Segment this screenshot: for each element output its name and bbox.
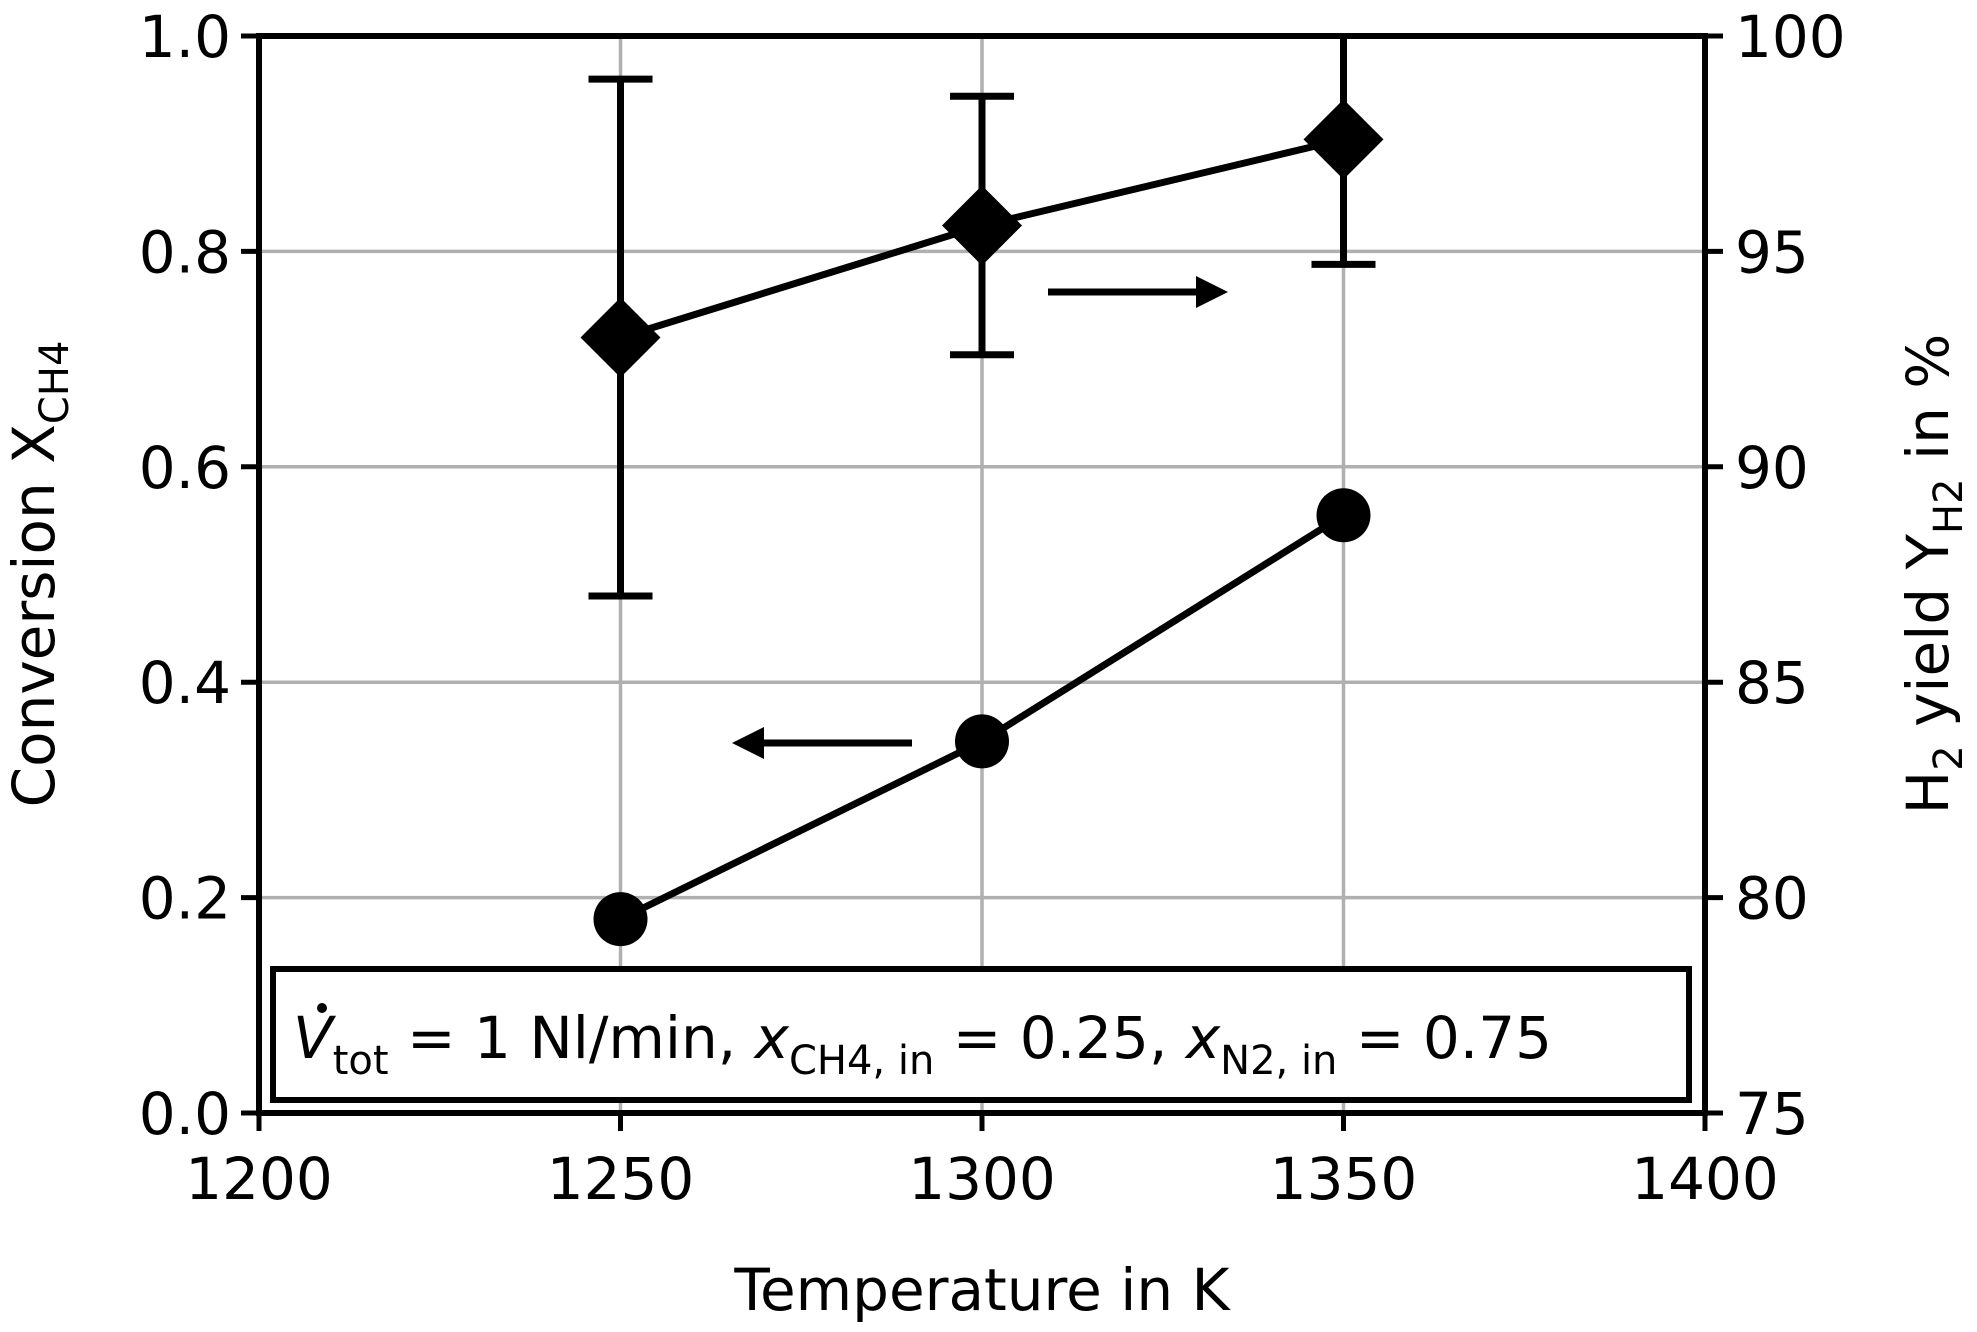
conditions-text: Vtot = 1 Nl/min, xCH4, in = 0.25, xN2, i… xyxy=(293,1004,1552,1084)
axis-ticks: 1200 1250 1300 1350 1400 0.0 0.2 0.4 0.6 0.8 1.0 75… xyxy=(139,3,1846,1213)
data-point xyxy=(955,714,1009,769)
data-point xyxy=(1316,488,1371,543)
y-right-tick-label: 85 xyxy=(1735,649,1809,717)
data-point xyxy=(580,297,661,378)
y-left-tick-label: 0.0 xyxy=(139,1080,231,1148)
y-right-tick-label: 100 xyxy=(1735,3,1846,71)
vdot-symbol: V xyxy=(293,1004,337,1072)
x-tick-label: 1200 xyxy=(185,1145,333,1213)
series-layer xyxy=(580,36,1384,947)
right-axis-arrow xyxy=(1048,276,1228,308)
left-axis-arrow xyxy=(732,727,912,759)
x-tick-label: 1300 xyxy=(908,1145,1056,1213)
circle-series xyxy=(593,488,1371,947)
x-axis-label: Temperature in K xyxy=(733,1256,1231,1324)
y-left-tick-label: 0.8 xyxy=(139,218,231,286)
diamond-series xyxy=(580,36,1384,600)
data-point xyxy=(593,892,648,947)
data-point xyxy=(942,185,1022,266)
y-left-axis-label: Conversion XCH4 xyxy=(0,341,78,808)
y-right-axis-label: H2 yield YH2 in % xyxy=(1894,334,1972,815)
y-right-tick-label: 90 xyxy=(1735,434,1809,502)
vdot-dot xyxy=(317,1003,327,1013)
y-right-tick-label: 75 xyxy=(1735,1080,1809,1148)
y-left-tick-label: 0.2 xyxy=(139,865,231,933)
x-tick-label: 1250 xyxy=(547,1145,695,1213)
x-tick-label: 1400 xyxy=(1631,1145,1779,1213)
y-right-tick-label: 95 xyxy=(1735,218,1809,286)
conditions-annotation: Vtot = 1 Nl/min, xCH4, in = 0.25, xN2, i… xyxy=(270,966,1692,1103)
y-left-tick-label: 1.0 xyxy=(139,3,231,71)
data-point xyxy=(1303,99,1384,180)
y-right-tick-label: 80 xyxy=(1735,865,1809,933)
y-left-tick-label: 0.6 xyxy=(139,434,231,502)
y-left-tick-label: 0.4 xyxy=(139,649,231,717)
x-tick-label: 1350 xyxy=(1270,1145,1418,1213)
